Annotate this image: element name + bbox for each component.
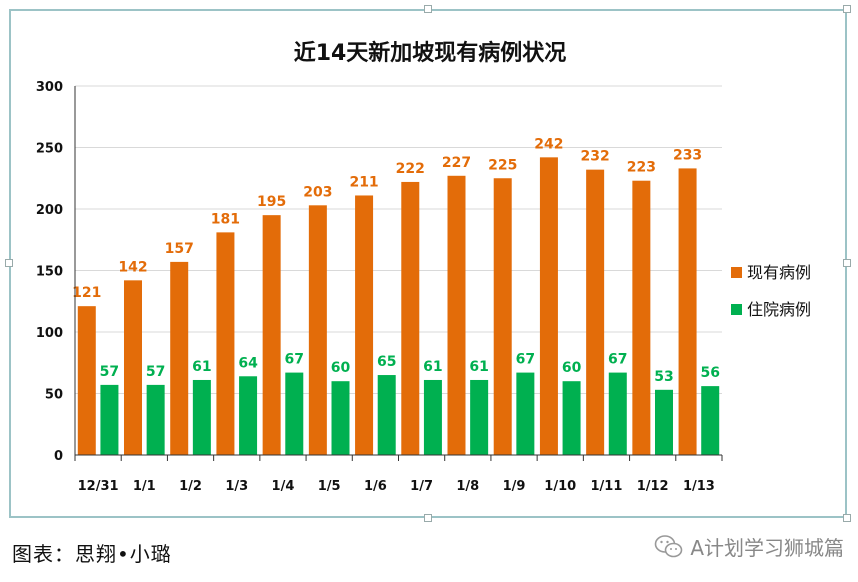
bar-series-1 xyxy=(562,381,581,455)
data-label-series-1: 67 xyxy=(285,352,304,368)
resize-handle-right[interactable] xyxy=(843,259,851,267)
legend-label: 住院病例 xyxy=(747,300,811,319)
bar-series-0 xyxy=(262,215,281,455)
bar-series-0 xyxy=(539,157,558,455)
data-label-series-1: 57 xyxy=(146,364,165,380)
y-tick-label: 150 xyxy=(36,265,63,280)
wechat-icon xyxy=(655,534,683,557)
data-label-series-0: 242 xyxy=(534,136,563,152)
bar-series-0 xyxy=(447,175,466,456)
bar-series-1 xyxy=(655,389,674,455)
data-label-series-0: 222 xyxy=(396,161,425,177)
x-tick-label: 1/1 xyxy=(133,479,156,494)
bar-series-1 xyxy=(423,379,442,455)
data-label-series-0: 225 xyxy=(488,157,517,173)
y-tick-label: 100 xyxy=(36,326,63,341)
data-label-series-0: 227 xyxy=(442,155,471,171)
y-tick-label: 250 xyxy=(36,142,63,157)
bar-series-1 xyxy=(516,372,535,455)
bar-series-1 xyxy=(331,381,350,455)
data-label-series-1: 60 xyxy=(562,360,582,376)
data-label-series-1: 67 xyxy=(608,352,627,368)
legend-swatch xyxy=(731,267,742,278)
resize-handle-top-right[interactable] xyxy=(843,5,851,13)
bars: 121 57 142 57 157 61 181 64 195 67 203 60 211 65 222 61… xyxy=(72,136,720,456)
x-tick-label: 1/9 xyxy=(503,479,526,494)
chart-credit: 图表：思翔•小璐 xyxy=(12,542,172,566)
data-label-series-0: 233 xyxy=(673,147,702,163)
axes: 0 50 100 150 200 250 300 12/31 1/1 1/2 1/3 1/4 1/5 1/… xyxy=(36,80,723,494)
watermark-text: A计划学习狮城篇 xyxy=(690,536,844,560)
resize-handle-bottom-right[interactable] xyxy=(843,514,851,522)
y-tick-label: 200 xyxy=(36,203,63,218)
bar-series-0 xyxy=(401,181,420,455)
x-tick-label: 1/12 xyxy=(637,479,669,494)
x-tick-label: 1/5 xyxy=(318,479,341,494)
bar-series-0 xyxy=(632,180,651,455)
bar-series-0 xyxy=(216,232,235,455)
resize-handle-bottom[interactable] xyxy=(424,514,432,522)
bar-series-1 xyxy=(239,376,258,455)
x-tick-label: 1/3 xyxy=(225,479,248,494)
data-label-series-1: 61 xyxy=(469,359,488,375)
data-label-series-1: 61 xyxy=(423,359,442,375)
data-label-series-1: 53 xyxy=(654,369,673,385)
bar-series-1 xyxy=(285,372,304,455)
resize-handle-left[interactable] xyxy=(5,259,13,267)
x-tick-label: 1/6 xyxy=(364,479,387,494)
data-label-series-1: 57 xyxy=(100,364,119,380)
resize-handle-top[interactable] xyxy=(424,5,432,13)
data-label-series-0: 142 xyxy=(118,259,147,275)
watermark: A计划学习狮城篇 xyxy=(654,532,844,561)
y-tick-label: 0 xyxy=(54,449,63,464)
bar-series-1 xyxy=(377,375,396,455)
y-tick-label: 300 xyxy=(36,80,63,95)
x-tick-label: 1/2 xyxy=(179,479,202,494)
bar-series-1 xyxy=(146,384,165,455)
x-tick-label: 12/31 xyxy=(78,479,119,494)
data-label-series-1: 56 xyxy=(700,365,719,381)
bar-series-0 xyxy=(678,168,697,455)
bar-series-0 xyxy=(586,169,605,455)
data-label-series-1: 60 xyxy=(331,360,351,376)
data-label-series-0: 195 xyxy=(257,194,286,210)
data-label-series-0: 203 xyxy=(303,184,332,200)
data-label-series-0: 157 xyxy=(165,241,194,257)
bar-series-0 xyxy=(170,261,189,455)
bar-series-1 xyxy=(100,384,119,455)
x-tick-label: 1/8 xyxy=(456,479,479,494)
bar-series-1 xyxy=(701,386,720,455)
legend-label: 现有病例 xyxy=(747,263,811,282)
x-tick-label: 1/13 xyxy=(683,479,715,494)
chart-title: 近14天新加坡现有病例状况 xyxy=(294,40,567,66)
data-label-series-0: 181 xyxy=(211,211,240,227)
data-label-series-0: 232 xyxy=(581,149,610,165)
bar-series-0 xyxy=(308,205,327,455)
data-label-series-1: 61 xyxy=(192,359,211,375)
data-label-series-1: 67 xyxy=(516,352,535,368)
bar-series-0 xyxy=(355,195,374,455)
bar-series-0 xyxy=(493,178,512,455)
bar-series-1 xyxy=(470,379,489,455)
bar-series-1 xyxy=(192,379,211,455)
x-tick-label: 1/7 xyxy=(410,479,433,494)
data-label-series-0: 211 xyxy=(349,174,378,190)
data-label-series-0: 121 xyxy=(72,285,101,301)
y-tick-label: 50 xyxy=(45,388,63,403)
bar-series-0 xyxy=(77,306,96,455)
x-tick-label: 1/11 xyxy=(591,479,623,494)
x-tick-label: 1/4 xyxy=(272,479,295,494)
data-label-series-1: 64 xyxy=(238,355,258,371)
legend-swatch xyxy=(731,304,742,315)
data-label-series-1: 65 xyxy=(377,354,396,370)
bar-series-0 xyxy=(123,280,142,455)
x-tick-label: 1/10 xyxy=(544,479,576,494)
data-label-series-0: 223 xyxy=(627,160,656,176)
bar-series-1 xyxy=(608,372,627,455)
